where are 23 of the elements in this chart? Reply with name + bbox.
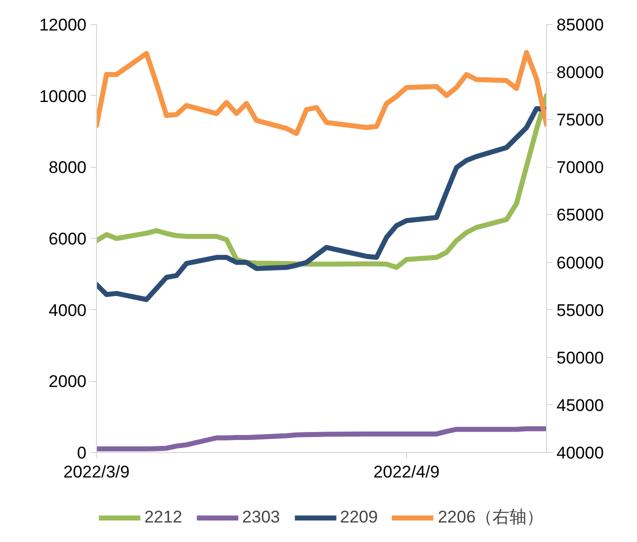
y-tick-label: 4000 [48,300,87,320]
y2-tick-label: 45000 [556,396,604,415]
y-tick-label: 0 [77,444,87,462]
y2-tick-label: 70000 [556,158,604,178]
y-tick-label: 12000 [39,16,87,34]
y2-tick-label: 50000 [556,348,604,368]
y2-tick-label: 65000 [556,206,604,225]
y2-tick-label: 60000 [556,253,604,272]
x-tick-label: 2022/3/9 [63,462,130,482]
y-tick-label: 8000 [48,158,87,178]
y2-tick-label: 40000 [556,444,604,462]
legend-label: 2212 [144,507,182,527]
y2-tick-label: 55000 [556,300,604,320]
legend-label: 2206（右轴） [438,506,544,528]
y-tick-label: 2000 [48,372,87,392]
legend-label: 2209 [340,507,378,527]
y2-tick-label: 80000 [556,63,604,82]
y2-tick-label: 85000 [556,16,604,34]
x-tick-label: 2022/4/9 [373,462,440,482]
y-tick-label: 6000 [48,230,87,248]
legend-label: 2303 [242,507,280,527]
y2-tick-label: 75000 [556,110,604,130]
y-tick-label: 10000 [39,86,87,106]
